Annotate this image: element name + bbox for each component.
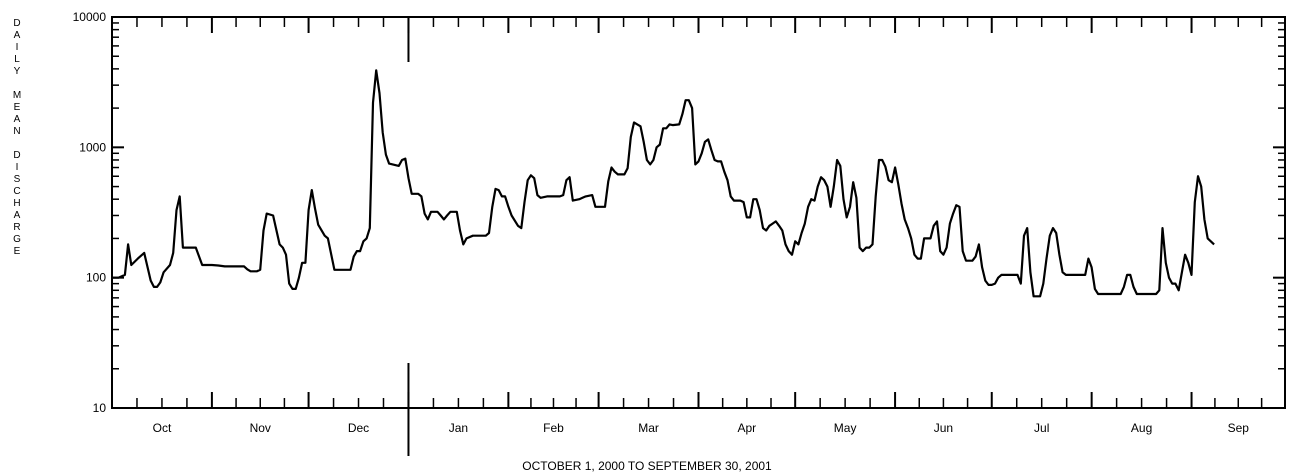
x-tick-label: Feb [543, 421, 564, 435]
y-tick-label: 10 [93, 401, 107, 415]
x-tick-label: Jan [449, 421, 468, 435]
x-tick-label: Mar [638, 421, 659, 435]
x-tick-label: Oct [153, 421, 172, 435]
x-axis-title: OCTOBER 1, 2000 TO SEPTEMBER 30, 2001 [522, 459, 772, 473]
x-tick-label: Apr [737, 421, 756, 435]
x-tick-label: Jun [934, 421, 953, 435]
plot-border [111, 16, 1286, 409]
plot-frame [111, 16, 1286, 409]
y-tick-label: 10000 [73, 10, 107, 24]
x-tick-label: May [834, 421, 857, 435]
x-tick-label: Sep [1228, 421, 1250, 435]
x-tick-label: Nov [250, 421, 271, 435]
x-tick-label: Aug [1131, 421, 1152, 435]
tick-marks [112, 16, 1285, 456]
discharge-series-line [112, 69, 1215, 298]
y-tick-labels: 10 100 1000 10000 [73, 10, 107, 415]
x-tick-label: Dec [348, 421, 369, 435]
y-tick-label: 1000 [79, 140, 106, 154]
y-tick-label: 100 [86, 271, 106, 285]
x-tick-labels: Oct Nov Dec Jan Feb Mar Apr May Jun Jul Aug Sep [153, 421, 1250, 435]
x-tick-label: Jul [1034, 421, 1049, 435]
